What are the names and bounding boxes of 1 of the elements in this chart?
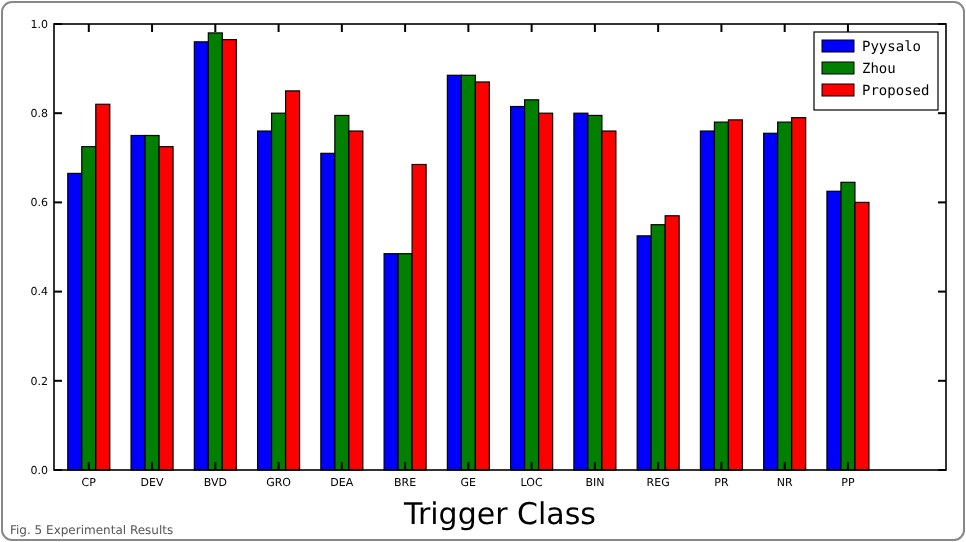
x-axis-title: Trigger Class [402, 496, 597, 532]
